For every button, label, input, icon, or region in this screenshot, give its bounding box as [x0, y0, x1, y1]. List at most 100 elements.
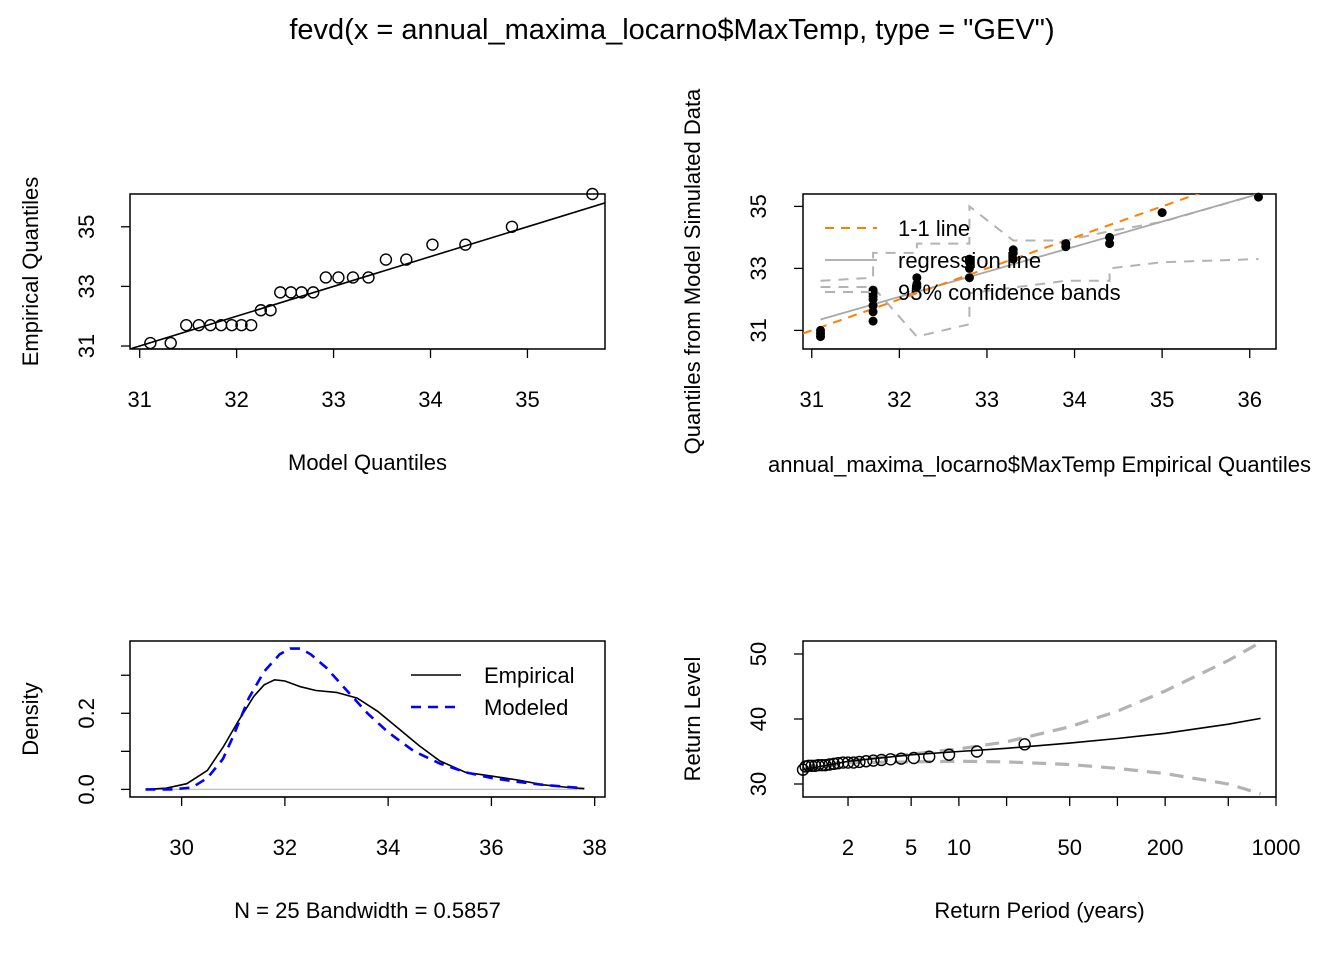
- data-point: [923, 750, 936, 763]
- data-point: [802, 759, 815, 772]
- x-tick-label: 35: [515, 387, 539, 412]
- data-point: [823, 758, 836, 771]
- data-point: [307, 286, 320, 299]
- legend-label: Empirical: [484, 663, 574, 688]
- data-point: [1105, 239, 1115, 249]
- data-point: [867, 754, 880, 767]
- data-point: [284, 286, 298, 299]
- data-point: [192, 318, 206, 332]
- y-tick-label: 40: [746, 707, 771, 731]
- x-tick-label: 34: [1062, 387, 1086, 412]
- data-point: [400, 253, 413, 266]
- ci-upper-band: [820, 194, 1259, 282]
- data-point: [868, 307, 878, 317]
- data-point: [815, 758, 829, 772]
- x-tick-label: 33: [321, 387, 345, 412]
- y-axis-label: Return Level: [680, 657, 705, 782]
- y-axis-label: Quantiles from Model Simulated Data: [680, 88, 705, 454]
- x-tick-label: 33: [975, 387, 999, 412]
- panel-1: [121, 193, 606, 358]
- regression-line: [820, 194, 1259, 321]
- data-point: [586, 187, 599, 201]
- data-point: [1253, 192, 1263, 202]
- data-point: [827, 757, 841, 771]
- data-point: [853, 755, 866, 769]
- x-tick-label: 200: [1147, 835, 1184, 860]
- data-point: [831, 757, 845, 770]
- legend-label: regression line: [898, 248, 1041, 273]
- data-point: [164, 336, 177, 350]
- x-tick-label: 50: [1057, 835, 1081, 860]
- y-tick-label: 31: [74, 334, 99, 358]
- data-point: [1008, 254, 1018, 264]
- x-axis-label: Model Quantiles: [288, 450, 447, 475]
- data-point: [847, 756, 860, 769]
- x-axis-label: annual_maxima_locarno$MaxTemp Empirical …: [768, 452, 1311, 477]
- x-tick-label: 31: [127, 387, 151, 412]
- data-point: [964, 254, 974, 264]
- data-point: [505, 220, 519, 233]
- y-axis-label: Density: [18, 682, 43, 755]
- x-tick-label: 32: [887, 387, 911, 412]
- y-tick-label: 50: [746, 642, 771, 666]
- data-point: [319, 271, 333, 284]
- ci-lower-band: [803, 759, 1262, 796]
- data-point: [244, 318, 258, 332]
- data-point: [970, 745, 984, 758]
- x-tick-label: 5: [905, 835, 917, 860]
- data-point: [426, 238, 439, 251]
- legend-label: Modeled: [484, 695, 568, 720]
- x-tick-label: 32: [224, 387, 248, 412]
- data-point: [362, 271, 375, 284]
- data-point: [235, 318, 248, 332]
- data-point: [912, 273, 922, 283]
- panel-2: [794, 193, 1277, 358]
- x-tick-label: 36: [1237, 387, 1261, 412]
- x-tick-label: 35: [1150, 387, 1174, 412]
- data-point: [1157, 208, 1167, 218]
- data-point: [964, 273, 974, 283]
- x-tick-label: 34: [376, 835, 400, 860]
- y-tick-label: 0.0: [74, 774, 99, 805]
- data-point: [1061, 239, 1071, 249]
- y-tick-label: 33: [74, 274, 99, 298]
- return-level-line: [803, 717, 1261, 771]
- x-tick-label: 36: [479, 835, 503, 860]
- x-tick-label: 10: [947, 835, 971, 860]
- y-tick-label: 30: [746, 772, 771, 796]
- data-point: [274, 286, 287, 299]
- data-point: [1105, 232, 1115, 242]
- data-point: [379, 253, 393, 266]
- data-point: [859, 755, 873, 768]
- y-tick-label: 33: [746, 256, 771, 280]
- x-tick-label: 31: [800, 387, 824, 412]
- data-point: [816, 325, 826, 335]
- x-tick-label: 38: [582, 835, 606, 860]
- data-point: [1008, 245, 1018, 255]
- y-tick-label: 0.2: [74, 698, 99, 729]
- y-tick-label: 35: [746, 194, 771, 218]
- data-point: [964, 263, 974, 273]
- panel-4: [794, 640, 1277, 806]
- x-axis-label: Return Period (years): [934, 898, 1144, 923]
- data-point: [264, 304, 277, 317]
- data-point: [907, 751, 921, 765]
- ci-lower-band: [820, 258, 1259, 338]
- data-point: [875, 753, 888, 767]
- panel-3: [121, 640, 606, 806]
- x-axis-label: N = 25 Bandwidth = 0.5857: [234, 898, 501, 923]
- data-point: [819, 758, 832, 772]
- series-empirical: [145, 678, 585, 791]
- x-tick-label: 30: [169, 835, 193, 860]
- series-modeled: [145, 647, 585, 791]
- legend-label: 95% confidence bands: [898, 280, 1121, 305]
- data-point: [868, 301, 878, 311]
- y-tick-label: 31: [746, 318, 771, 342]
- data-point: [912, 279, 922, 289]
- ci-upper-band: [803, 641, 1262, 771]
- data-point: [868, 285, 878, 295]
- data-point: [1018, 738, 1031, 751]
- data-point: [346, 271, 360, 284]
- data-point: [332, 271, 345, 284]
- x-tick-label: 2: [842, 835, 854, 860]
